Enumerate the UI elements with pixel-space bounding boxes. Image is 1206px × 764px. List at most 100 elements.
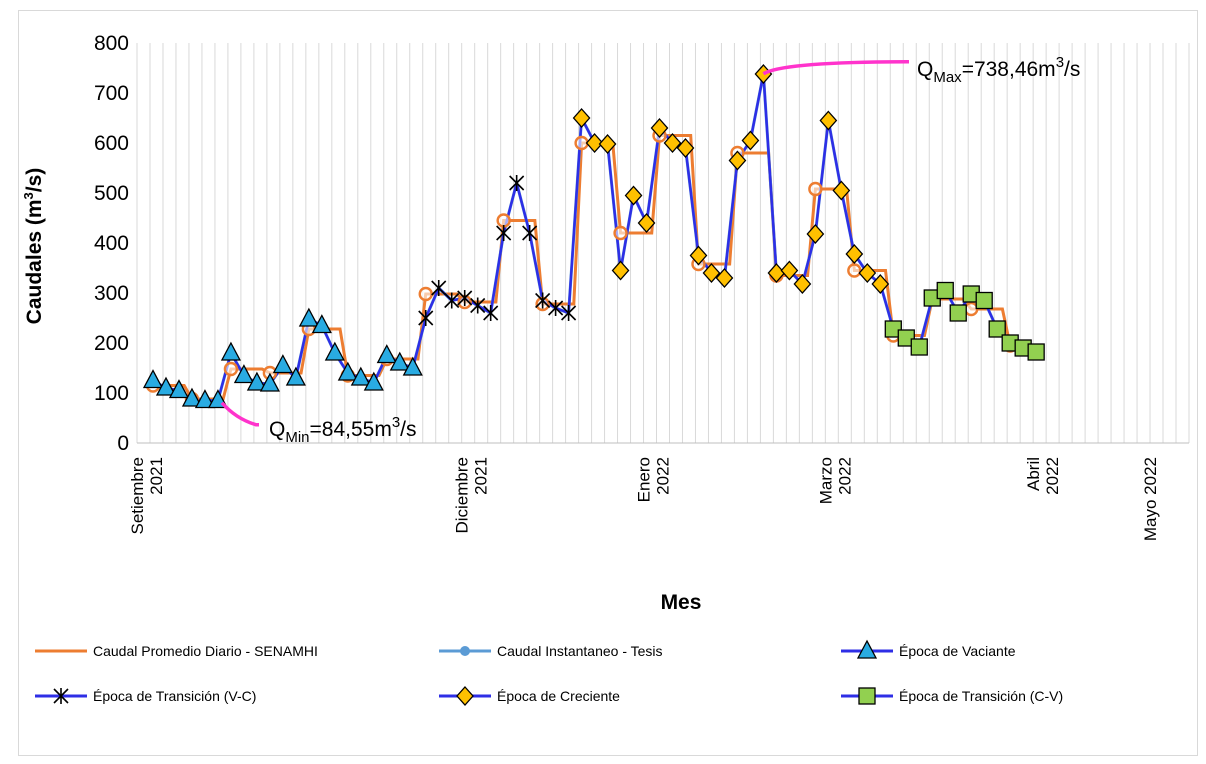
epoch-point xyxy=(298,307,319,327)
legend-item: Caudal Promedio Diario - SENAMHI xyxy=(35,643,318,659)
series-markers xyxy=(142,64,1045,409)
legend-item: Época de Transición (V-C) xyxy=(35,688,256,704)
y-tick-labels: 0 100 200 300 400 500 600 700 800 xyxy=(94,32,129,455)
epoch-point xyxy=(845,244,864,264)
senamhi-point xyxy=(223,361,239,377)
epoch-point xyxy=(470,297,486,314)
epoch-point xyxy=(585,133,604,153)
annotations: QMin=84,55m3/s QMax=738,46m3/s xyxy=(220,54,1080,446)
epoch-point xyxy=(155,376,177,396)
epoch-point xyxy=(324,341,345,361)
senamhi-point xyxy=(847,263,862,278)
epoch-point xyxy=(806,224,825,244)
epoch-point xyxy=(337,361,358,381)
legend-swatch-marker xyxy=(856,639,878,659)
epoch-point xyxy=(988,320,1006,338)
y-tick-label: 500 xyxy=(94,182,129,205)
epoch-point xyxy=(611,260,630,281)
legend-swatch-marker xyxy=(53,688,69,704)
epoch-point xyxy=(457,290,473,306)
legend-item: Época de Creciente xyxy=(439,686,620,706)
y-tick-label: 400 xyxy=(94,232,129,255)
y-tick-label: 800 xyxy=(94,32,129,55)
epoch-point xyxy=(285,366,306,386)
epoch-point xyxy=(220,341,242,361)
epoch-point xyxy=(949,304,967,322)
legend-label: Época de Transición (V-C) xyxy=(93,688,256,704)
grid-lines xyxy=(136,43,1190,444)
epoch-point xyxy=(389,351,410,371)
senamhi-point xyxy=(808,181,823,197)
legend-swatch-marker xyxy=(456,686,474,706)
epoch-point xyxy=(561,305,577,321)
y-tick-label: 0 xyxy=(117,432,129,455)
x-tick-label: Setiembre2021 xyxy=(128,457,166,534)
epoch-point xyxy=(363,371,384,391)
epoch-point xyxy=(676,138,695,158)
epoch-point xyxy=(509,175,525,191)
epoch-point xyxy=(142,369,164,389)
y-tick-label: 600 xyxy=(94,132,129,155)
epoch-point xyxy=(496,225,512,241)
x-tick-label: Marzo2022 xyxy=(816,457,854,504)
epoch-point xyxy=(728,150,747,171)
epoch-point xyxy=(780,260,799,281)
legend-label: Época de Creciente xyxy=(497,688,620,704)
epoch-point xyxy=(272,354,293,374)
senamhi-point xyxy=(418,286,433,302)
x-tick-label: Enero2022 xyxy=(635,457,673,502)
qmax-leader xyxy=(762,60,910,76)
x-tick-label: Mayo 2022 xyxy=(1141,457,1160,541)
epoch-point xyxy=(754,64,773,84)
epoch-point xyxy=(897,329,915,347)
epoch-point xyxy=(637,213,656,233)
epoch-point xyxy=(598,134,617,154)
epoch-point xyxy=(181,387,203,407)
epoch-point xyxy=(1027,343,1045,361)
chart-frame: 0 100 200 300 400 500 600 700 800 Setiembre2021 D… xyxy=(18,10,1198,756)
epoch-point xyxy=(194,389,216,409)
epoch-point xyxy=(936,281,954,300)
epoch-point xyxy=(884,320,902,338)
y-tick-label: 700 xyxy=(94,82,129,105)
epoch-point xyxy=(444,292,460,309)
epoch-point xyxy=(548,300,564,316)
flow-chart: 0 100 200 300 400 500 600 700 800 Setiembre2021 D… xyxy=(21,32,1190,706)
y-axis-title: Caudales (m3/s) xyxy=(21,168,46,325)
y-tick-label: 200 xyxy=(94,332,129,355)
epoch-point xyxy=(975,291,993,310)
epoch-point xyxy=(910,338,928,356)
senamhi-point xyxy=(613,225,628,241)
epoch-point xyxy=(418,310,434,326)
epoch-point xyxy=(431,280,447,296)
y-tick-label: 100 xyxy=(94,382,129,405)
legend-label: Caudal Instantaneo - Tesis xyxy=(497,643,663,659)
senamhi-point xyxy=(964,301,979,317)
qmin-leader xyxy=(220,401,259,427)
legend: Caudal Promedio Diario - SENAMHI Caudal I… xyxy=(35,639,1063,706)
legend-swatch-marker xyxy=(858,687,876,705)
epoch-point xyxy=(715,268,734,288)
epoch-point xyxy=(572,108,591,128)
qmin-label: QMin=84,55m3/s xyxy=(269,414,417,446)
qmax-label: QMax=738,46m3/s xyxy=(917,54,1080,86)
epoch-point xyxy=(650,118,669,138)
x-tick-label: Diciembre2021 xyxy=(453,457,491,534)
epoch-point xyxy=(483,305,499,321)
epoch-point xyxy=(350,366,371,386)
epoch-point xyxy=(624,185,643,206)
x-tick-label: Abril2022 xyxy=(1024,457,1062,495)
epoch-point xyxy=(246,371,267,391)
legend-label: Época de Transición (C-V) xyxy=(899,688,1063,704)
epoch-point xyxy=(522,225,538,241)
epoch-point xyxy=(702,263,721,283)
epoch-point xyxy=(741,130,760,151)
epoch-point xyxy=(871,274,890,294)
epoch-point xyxy=(168,379,190,399)
epoch-point xyxy=(376,344,397,364)
epoch-point xyxy=(233,364,254,384)
legend-item: Caudal Instantaneo - Tesis xyxy=(439,643,663,659)
epoch-point xyxy=(535,292,551,309)
legend-label: Caudal Promedio Diario - SENAMHI xyxy=(93,643,318,659)
epoch-point xyxy=(259,372,280,392)
